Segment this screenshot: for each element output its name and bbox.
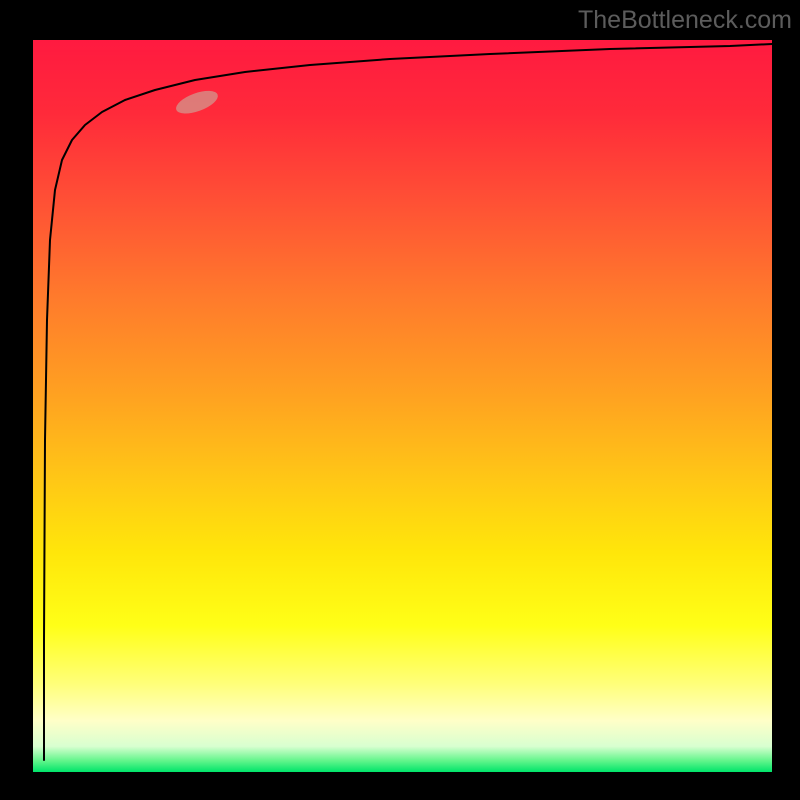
plot-left-edge <box>30 40 33 772</box>
plot-gradient <box>30 40 772 772</box>
chart-svg <box>0 0 800 800</box>
chart-container: TheBottleneck.com <box>0 0 800 800</box>
watermark-text: TheBottleneck.com <box>578 6 792 35</box>
